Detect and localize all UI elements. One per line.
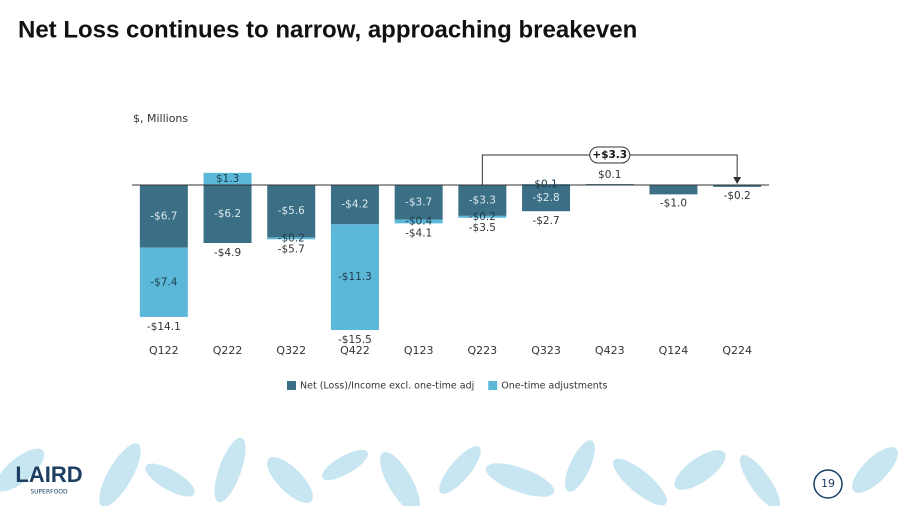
data-label: -$6.7 [150, 210, 177, 222]
bar-segment [330, 185, 379, 225]
total-label: -$14.1 [147, 321, 181, 333]
legend-swatch [287, 381, 296, 390]
bar-segment [267, 185, 316, 238]
data-label: -$0.2 [469, 211, 496, 223]
data-label: -$2.8 [532, 192, 559, 204]
x-tick-label: Q323 [531, 344, 561, 357]
annotation-arrow [733, 177, 742, 185]
logo-tagline: SUPERFOOD [30, 489, 68, 496]
data-label: -$0.2 [278, 232, 305, 244]
page-number-badge [813, 469, 843, 499]
total-label: -$4.1 [405, 227, 432, 239]
x-tick-label: Q223 [468, 344, 498, 357]
bar-segment [458, 215, 507, 218]
x-tick-label: Q222 [213, 344, 243, 357]
bar-segment [203, 185, 252, 244]
bar-segment [139, 247, 188, 317]
bar-segment [139, 185, 188, 248]
data-label: $0.1 [598, 169, 621, 181]
data-label: -$6.2 [214, 208, 241, 220]
total-label: -$2.7 [532, 215, 559, 227]
unit-label: $, Millions [133, 112, 188, 125]
total-label: -$5.7 [278, 243, 305, 255]
total-label: -$3.5 [469, 222, 496, 234]
x-tick-label: Q124 [659, 344, 689, 357]
bar-segment [522, 185, 571, 212]
data-label: $1.3 [216, 173, 239, 185]
annotation: +$3.3 [592, 149, 627, 161]
data-label: -$5.6 [278, 205, 305, 217]
x-tick-label: Q422 [340, 344, 370, 357]
bar-segment [394, 185, 443, 220]
logo-name: LAIRD [15, 462, 82, 487]
bar-segment [713, 185, 762, 187]
data-label: -$11.3 [338, 271, 372, 283]
total-label: -$4.9 [214, 247, 241, 259]
data-label: -$1.0 [660, 197, 687, 209]
x-tick-label: Q123 [404, 344, 434, 357]
x-tick-label: Q322 [276, 344, 306, 357]
data-label: -$4.2 [341, 199, 368, 211]
foliage-decoration [0, 437, 898, 506]
bar-segment [394, 219, 443, 224]
x-tick-label: Q122 [149, 344, 179, 357]
legend-label: Net (Loss)/Income excl. one-time adj [300, 381, 474, 392]
annotation-box [589, 146, 631, 164]
page-number: 19 [821, 477, 835, 490]
total-label: -$15.5 [338, 334, 372, 346]
legend-swatch [488, 381, 498, 390]
data-label: -$3.3 [469, 194, 496, 206]
bar-segment [203, 172, 252, 186]
x-tick-label: Q423 [595, 344, 625, 357]
bar-segment [330, 224, 379, 331]
legend-label: One-time adjustments [501, 381, 607, 392]
data-label: -$0.4 [405, 215, 432, 227]
bar-segment [649, 185, 698, 195]
data-label: -$0.2 [724, 190, 751, 202]
bar-segment [267, 237, 316, 240]
data-label: -$3.7 [405, 196, 432, 208]
bar-segment [458, 185, 507, 216]
data-label: -$7.4 [150, 276, 177, 288]
slide-title: Net Loss continues to narrow, approachin… [18, 16, 637, 43]
x-tick-label: Q224 [722, 344, 752, 357]
